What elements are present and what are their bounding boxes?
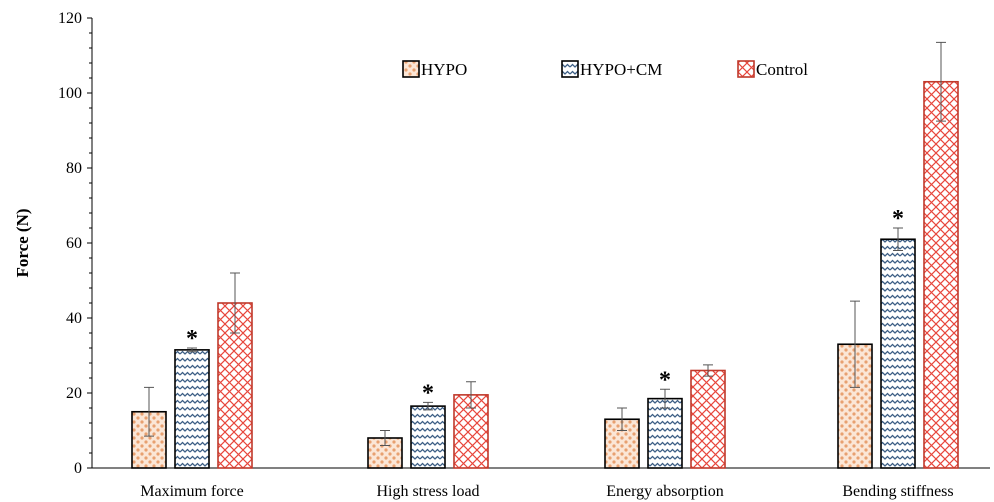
bar: [647, 397, 683, 469]
x-category-label: High stress load: [376, 483, 479, 500]
x-category-label: Maximum force: [140, 483, 244, 500]
legend-swatch: [737, 60, 755, 78]
bar: [410, 405, 446, 469]
y-axis-label: Force (N): [13, 208, 32, 277]
legend-label: HYPO+CM: [580, 60, 662, 79]
y-tick-label: 100: [58, 85, 82, 102]
bars: [131, 80, 959, 469]
y-tick-label: 40: [66, 310, 82, 327]
bar: [923, 80, 959, 469]
bar: [880, 238, 916, 469]
y-tick-label: 60: [66, 235, 82, 252]
bar: [174, 349, 210, 469]
significance-asterisk: *: [186, 326, 198, 352]
x-category-label: Bending stiffness: [842, 483, 953, 500]
legend-label: HYPO: [421, 60, 467, 79]
legend-swatch: [402, 60, 420, 78]
y-tick-label: 20: [66, 385, 82, 402]
y-tick-label: 0: [74, 460, 82, 477]
legend: HYPO HYPO+CM Control: [402, 60, 808, 79]
x-category-label: Energy absorption: [606, 483, 723, 500]
legend-label: Control: [756, 60, 808, 79]
category-labels: Maximum force High stress load Energy abso…: [140, 483, 953, 500]
y-tick-label: 120: [58, 10, 82, 27]
legend-swatch: [561, 60, 579, 78]
y-tick-label: 80: [66, 160, 82, 177]
error-bars: [144, 41, 946, 446]
significance-markers: * * * *: [186, 206, 904, 406]
bar: [690, 369, 726, 469]
significance-asterisk: *: [892, 206, 904, 232]
bar: [367, 437, 403, 469]
significance-asterisk: *: [422, 380, 434, 406]
bar: [604, 418, 640, 469]
significance-asterisk: *: [659, 367, 671, 393]
